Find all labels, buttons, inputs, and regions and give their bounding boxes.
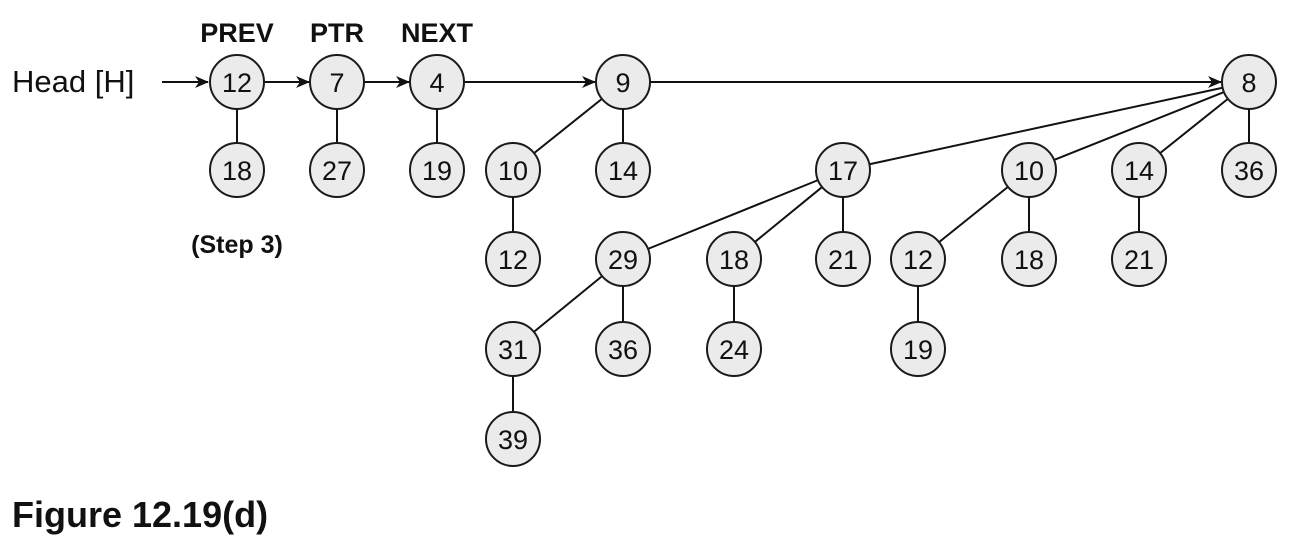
node-key: 19 bbox=[903, 335, 933, 365]
node-circle bbox=[890, 321, 946, 377]
prev-pointer-label: PREV bbox=[200, 18, 274, 48]
heap-node-c14b: 14 bbox=[1111, 142, 1167, 198]
tree-edge-r8-to-c14b bbox=[1159, 98, 1229, 154]
heap-node-c31: 31 bbox=[485, 321, 541, 377]
node-key: 31 bbox=[498, 335, 528, 365]
node-key: 24 bbox=[719, 335, 749, 365]
node-circle bbox=[209, 142, 265, 198]
node-key: 27 bbox=[322, 156, 352, 186]
heap-node-c14a: 14 bbox=[595, 142, 651, 198]
node-key: 10 bbox=[1014, 156, 1044, 186]
node-circle bbox=[1221, 142, 1277, 198]
node-circle bbox=[706, 321, 762, 377]
tree-edge-c29-to-c31 bbox=[533, 275, 603, 333]
heap-node-c18b: 18 bbox=[706, 231, 762, 287]
node-key: 18 bbox=[1014, 245, 1044, 275]
heap-node-c24: 24 bbox=[706, 321, 762, 377]
heap-node-c10a: 10 bbox=[485, 142, 541, 198]
next-pointer-label: NEXT bbox=[401, 18, 474, 48]
node-circle bbox=[595, 54, 651, 110]
node-circle bbox=[815, 231, 871, 287]
heap-node-c39: 39 bbox=[485, 411, 541, 467]
heap-node-c21a: 21 bbox=[815, 231, 871, 287]
node-circle bbox=[1001, 231, 1057, 287]
figure-caption: Figure 12.19(d) bbox=[12, 494, 268, 535]
node-circle bbox=[595, 142, 651, 198]
node-circle bbox=[409, 142, 465, 198]
node-circle bbox=[890, 231, 946, 287]
tree-edge-c17-to-c29 bbox=[647, 179, 819, 250]
heap-node-r9: 9 bbox=[595, 54, 651, 110]
heap-node-c12b: 12 bbox=[890, 231, 946, 287]
heap-node-c36b: 36 bbox=[595, 321, 651, 377]
heap-node-c19b: 19 bbox=[890, 321, 946, 377]
node-key: 8 bbox=[1241, 68, 1256, 98]
heap-node-r4: 4 bbox=[409, 54, 465, 110]
node-key: 21 bbox=[828, 245, 858, 275]
node-circle bbox=[485, 142, 541, 198]
step-label: (Step 3) bbox=[191, 231, 283, 259]
node-key: 21 bbox=[1124, 245, 1154, 275]
node-key: 4 bbox=[429, 68, 444, 98]
tree-edge-r8-to-c17 bbox=[869, 86, 1223, 166]
heap-node-c18a: 18 bbox=[209, 142, 265, 198]
node-key: 14 bbox=[1124, 156, 1154, 186]
heap-node-c29: 29 bbox=[595, 231, 651, 287]
heap-node-r12: 12 bbox=[209, 54, 265, 110]
node-key: 18 bbox=[719, 245, 749, 275]
node-circle bbox=[1001, 142, 1057, 198]
node-circle bbox=[1111, 231, 1167, 287]
tree-edge-r8-to-c10b bbox=[1053, 91, 1225, 161]
tree-edge-r9-to-c10a bbox=[533, 98, 603, 154]
node-circle bbox=[815, 142, 871, 198]
nodes-layer: 12 7 4 9 8 18 27 19 10 14 12 17 10 14 36 29 18 21 12 18 21 31… bbox=[209, 54, 1277, 467]
node-key: 7 bbox=[329, 68, 344, 98]
node-key: 36 bbox=[1234, 156, 1264, 186]
node-key: 39 bbox=[498, 425, 528, 455]
node-key: 9 bbox=[615, 68, 630, 98]
node-circle bbox=[209, 54, 265, 110]
heap-node-c27: 27 bbox=[309, 142, 365, 198]
node-circle bbox=[485, 321, 541, 377]
node-key: 14 bbox=[608, 156, 638, 186]
node-key: 36 bbox=[608, 335, 638, 365]
node-circle bbox=[595, 231, 651, 287]
heap-node-r8: 8 bbox=[1221, 54, 1277, 110]
node-circle bbox=[485, 411, 541, 467]
node-circle bbox=[309, 142, 365, 198]
edges-layer bbox=[236, 76, 1250, 412]
tree-edge-c10b-to-c12b bbox=[938, 186, 1009, 243]
head-label: Head [H] bbox=[12, 64, 134, 99]
node-key: 12 bbox=[903, 245, 933, 275]
node-key: 12 bbox=[222, 68, 252, 98]
node-key: 10 bbox=[498, 156, 528, 186]
node-circle bbox=[706, 231, 762, 287]
heap-node-c19a: 19 bbox=[409, 142, 465, 198]
ptr-pointer-label: PTR bbox=[310, 18, 364, 48]
node-circle bbox=[485, 231, 541, 287]
tree-edge-c17-to-c18b bbox=[754, 186, 823, 243]
heap-node-r7: 7 bbox=[309, 54, 365, 110]
node-circle bbox=[595, 321, 651, 377]
heap-node-c17: 17 bbox=[815, 142, 871, 198]
heap-node-c21b: 21 bbox=[1111, 231, 1167, 287]
node-key: 12 bbox=[498, 245, 528, 275]
node-key: 17 bbox=[828, 156, 858, 186]
heap-node-c10b: 10 bbox=[1001, 142, 1057, 198]
heap-node-c18c: 18 bbox=[1001, 231, 1057, 287]
node-key: 29 bbox=[608, 245, 638, 275]
heap-node-c12a: 12 bbox=[485, 231, 541, 287]
node-circle bbox=[1111, 142, 1167, 198]
node-key: 19 bbox=[422, 156, 452, 186]
node-circle bbox=[309, 54, 365, 110]
node-key: 18 bbox=[222, 156, 252, 186]
node-circle bbox=[1221, 54, 1277, 110]
node-circle bbox=[409, 54, 465, 110]
heap-node-c36a: 36 bbox=[1221, 142, 1277, 198]
